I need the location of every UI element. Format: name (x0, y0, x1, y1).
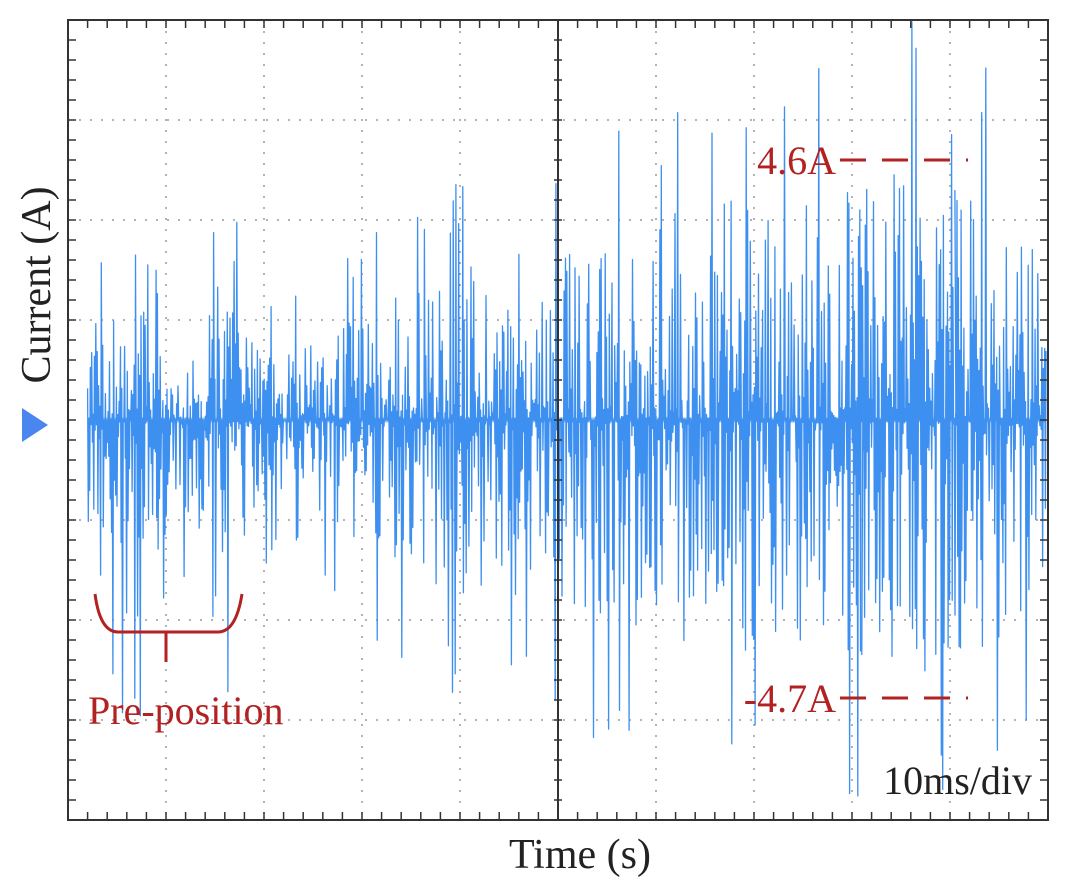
y-axis-label: Current (A) (14, 186, 60, 383)
x-axis-label: Time (s) (509, 832, 651, 878)
plot-area (67, 19, 1049, 821)
annotations: 4.6A -4.7A Pre-position (88, 138, 968, 733)
current-waveform (86, 21, 1047, 797)
ground-marker-icon (22, 408, 48, 442)
current-trace (86, 21, 1047, 797)
peak-max-label: 4.6A (757, 138, 836, 183)
peak-min-label: -4.7A (744, 676, 836, 721)
pre-position-bracket (93, 593, 244, 662)
timebase-label: 10ms/div (883, 758, 1032, 803)
pre-position-label: Pre-position (88, 688, 284, 733)
grid (68, 20, 1048, 820)
plot-frame (67, 19, 1049, 821)
